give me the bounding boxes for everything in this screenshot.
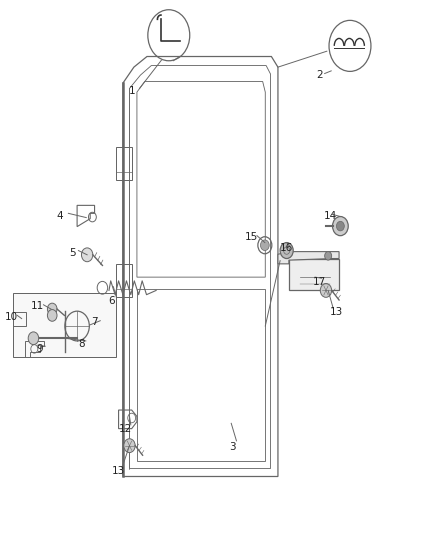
Text: 14: 14 — [324, 211, 337, 221]
Circle shape — [81, 248, 93, 262]
Text: 7: 7 — [91, 317, 98, 327]
Circle shape — [320, 284, 332, 297]
Text: 12: 12 — [119, 424, 132, 434]
Bar — [289, 259, 339, 290]
Polygon shape — [278, 252, 339, 264]
Circle shape — [28, 332, 39, 345]
Text: 11: 11 — [31, 301, 44, 311]
Circle shape — [332, 216, 348, 236]
Text: 6: 6 — [109, 296, 115, 306]
Bar — [117, 147, 132, 180]
Circle shape — [47, 303, 57, 315]
Circle shape — [325, 252, 332, 260]
Text: 4: 4 — [57, 211, 63, 221]
Text: 10: 10 — [5, 312, 18, 322]
Text: 16: 16 — [280, 243, 293, 253]
Circle shape — [261, 240, 269, 251]
Text: 15: 15 — [245, 232, 258, 243]
Circle shape — [336, 221, 344, 231]
Text: 13: 13 — [112, 466, 125, 476]
Text: 3: 3 — [229, 442, 235, 452]
Circle shape — [47, 310, 57, 321]
Text: 9: 9 — [37, 344, 43, 354]
Circle shape — [124, 439, 135, 453]
Circle shape — [280, 243, 293, 259]
Text: 8: 8 — [78, 338, 85, 349]
Bar — [13, 293, 116, 357]
Text: 2: 2 — [316, 70, 323, 80]
Text: 17: 17 — [313, 278, 326, 287]
Text: 5: 5 — [69, 248, 76, 258]
Bar — [117, 264, 132, 297]
Text: 13: 13 — [330, 306, 343, 317]
Text: 1: 1 — [128, 86, 135, 96]
